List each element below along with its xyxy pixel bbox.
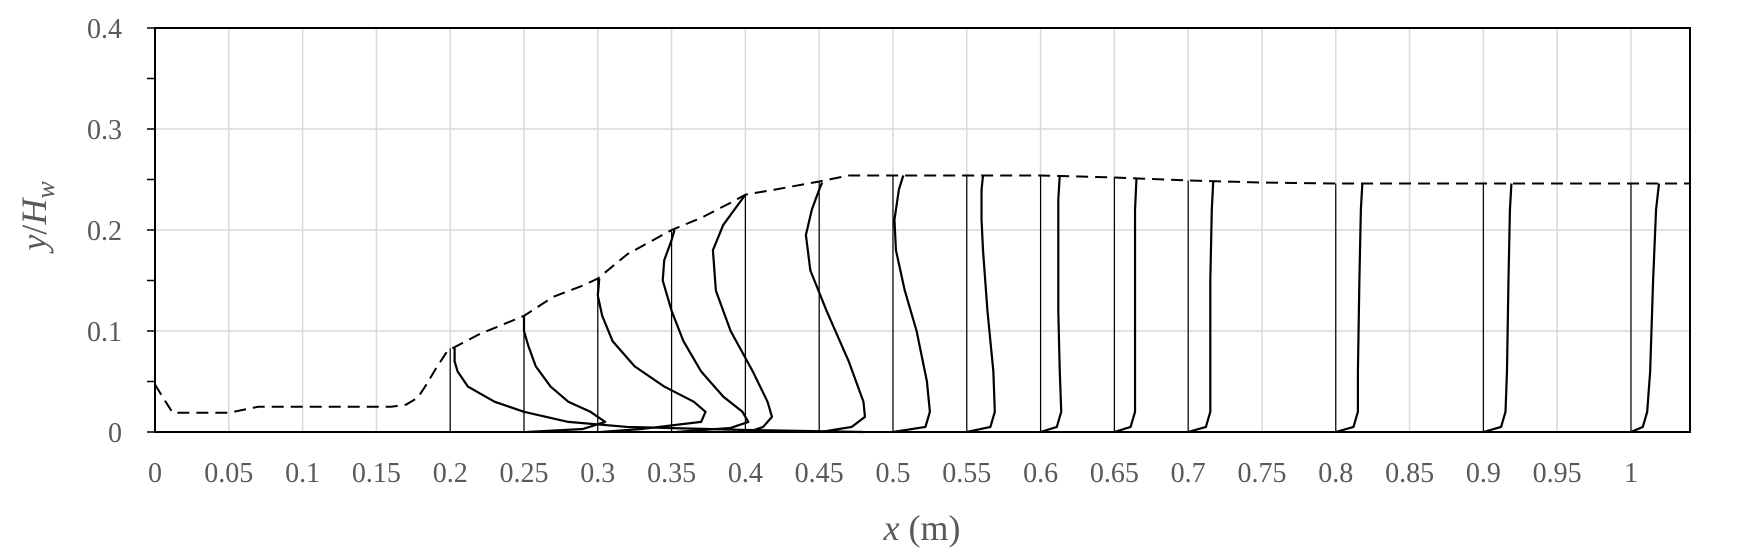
x-tick-label: 0.55 (942, 458, 991, 489)
x-tick-label: 0.95 (1533, 458, 1582, 489)
x-tick-label: 0.4 (728, 458, 763, 489)
velocity-profile-curve (1335, 183, 1364, 434)
y-tick-label: 0.1 (87, 317, 122, 348)
free-surface-series (154, 174, 1690, 414)
y-tick-label: 0.4 (87, 14, 122, 45)
x-tick-label: 0.35 (647, 458, 696, 489)
velocity-profile-curve (1187, 180, 1215, 434)
velocity-profile-curve (966, 175, 996, 434)
x-tick-label: 0.15 (352, 458, 401, 489)
x-axis-title: x (m) (883, 508, 961, 548)
x-tick-label: 0.7 (1171, 458, 1206, 489)
y-tick-label: 0.3 (87, 115, 122, 146)
x-tick-label: 0.3 (580, 458, 615, 489)
x-tick-label: 1 (1624, 458, 1638, 489)
velocity-profile-curve (892, 175, 931, 434)
x-tick-label: 0.75 (1237, 458, 1286, 489)
velocity-profile-curve (1114, 177, 1138, 434)
x-tick-label: 0.25 (499, 458, 548, 489)
velocity-profile-curve (453, 348, 864, 434)
y-tick-label: 0.2 (87, 216, 122, 247)
x-tick-label: 0.2 (433, 458, 468, 489)
x-tick-label: 0 (148, 458, 162, 489)
velocity-profile-curve (596, 278, 707, 434)
velocity-profile-curve (804, 182, 867, 434)
x-tick-label: 0.85 (1385, 458, 1434, 489)
velocity-profile-curve (1630, 183, 1661, 434)
velocity-profile-curve (522, 315, 607, 434)
y-axis-title: y/Hw (14, 181, 60, 254)
x-tick-label: 0.1 (285, 458, 320, 489)
y-axis-ticks (147, 27, 155, 433)
velocity-profile-curve (1040, 175, 1063, 434)
y-tick-labels: 0 0.1 0.2 0.3 0.4 (87, 14, 122, 449)
velocity-profiles (449, 175, 1661, 434)
velocity-profile-curve (711, 194, 774, 434)
x-tick-label: 0.05 (204, 458, 253, 489)
x-tick-label: 0.8 (1318, 458, 1353, 489)
x-tick-label: 0.45 (795, 458, 844, 489)
grid (154, 27, 1690, 433)
free-surface-line (154, 174, 1690, 414)
x-tick-labels: 0 0.05 0.1 0.15 0.2 0.25 0.3 0.35 0.4 0.45 0.5 0.55… (148, 458, 1638, 489)
x-tick-label: 0.5 (875, 458, 910, 489)
x-tick-label: 0.6 (1023, 458, 1058, 489)
y-tick-label: 0 (108, 418, 122, 449)
velocity-profile-curve (1483, 183, 1513, 434)
x-tick-label: 0.9 (1466, 458, 1501, 489)
x-tick-label: 0.65 (1090, 458, 1139, 489)
